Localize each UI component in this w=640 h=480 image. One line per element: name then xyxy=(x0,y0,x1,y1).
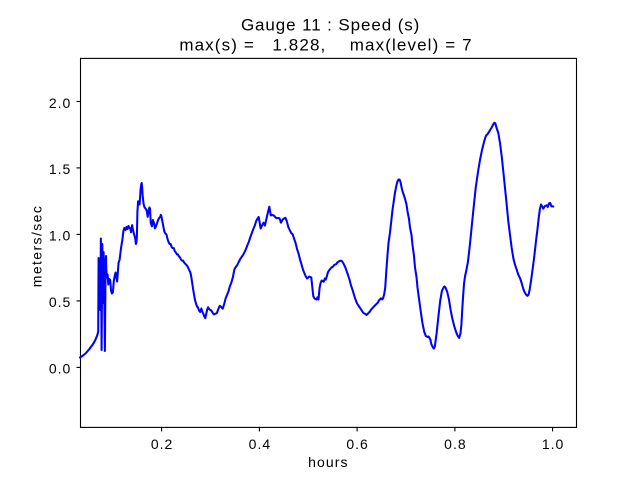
svg-text:max(s) = 1.828, max(level: max(s) = 1.828, max(level) = 7 xyxy=(179,35,472,54)
svg-text:1.0: 1.0 xyxy=(49,228,71,244)
svg-text:meters/sec: meters/sec xyxy=(29,205,45,287)
svg-text:0.8: 0.8 xyxy=(444,436,466,452)
svg-text:0.6: 0.6 xyxy=(346,436,368,452)
svg-text:1.5: 1.5 xyxy=(49,161,71,177)
svg-text:1.0: 1.0 xyxy=(542,436,564,452)
svg-text:0.2: 0.2 xyxy=(151,436,173,452)
svg-text:Gauge 11 : Speed (s): Gauge 11 : Speed (s) xyxy=(241,15,420,34)
svg-text:hours: hours xyxy=(308,454,349,470)
svg-text:0.5: 0.5 xyxy=(49,294,71,310)
svg-text:0.4: 0.4 xyxy=(249,436,271,452)
svg-text:2.0: 2.0 xyxy=(49,95,71,111)
svg-text:0.0: 0.0 xyxy=(49,361,71,377)
